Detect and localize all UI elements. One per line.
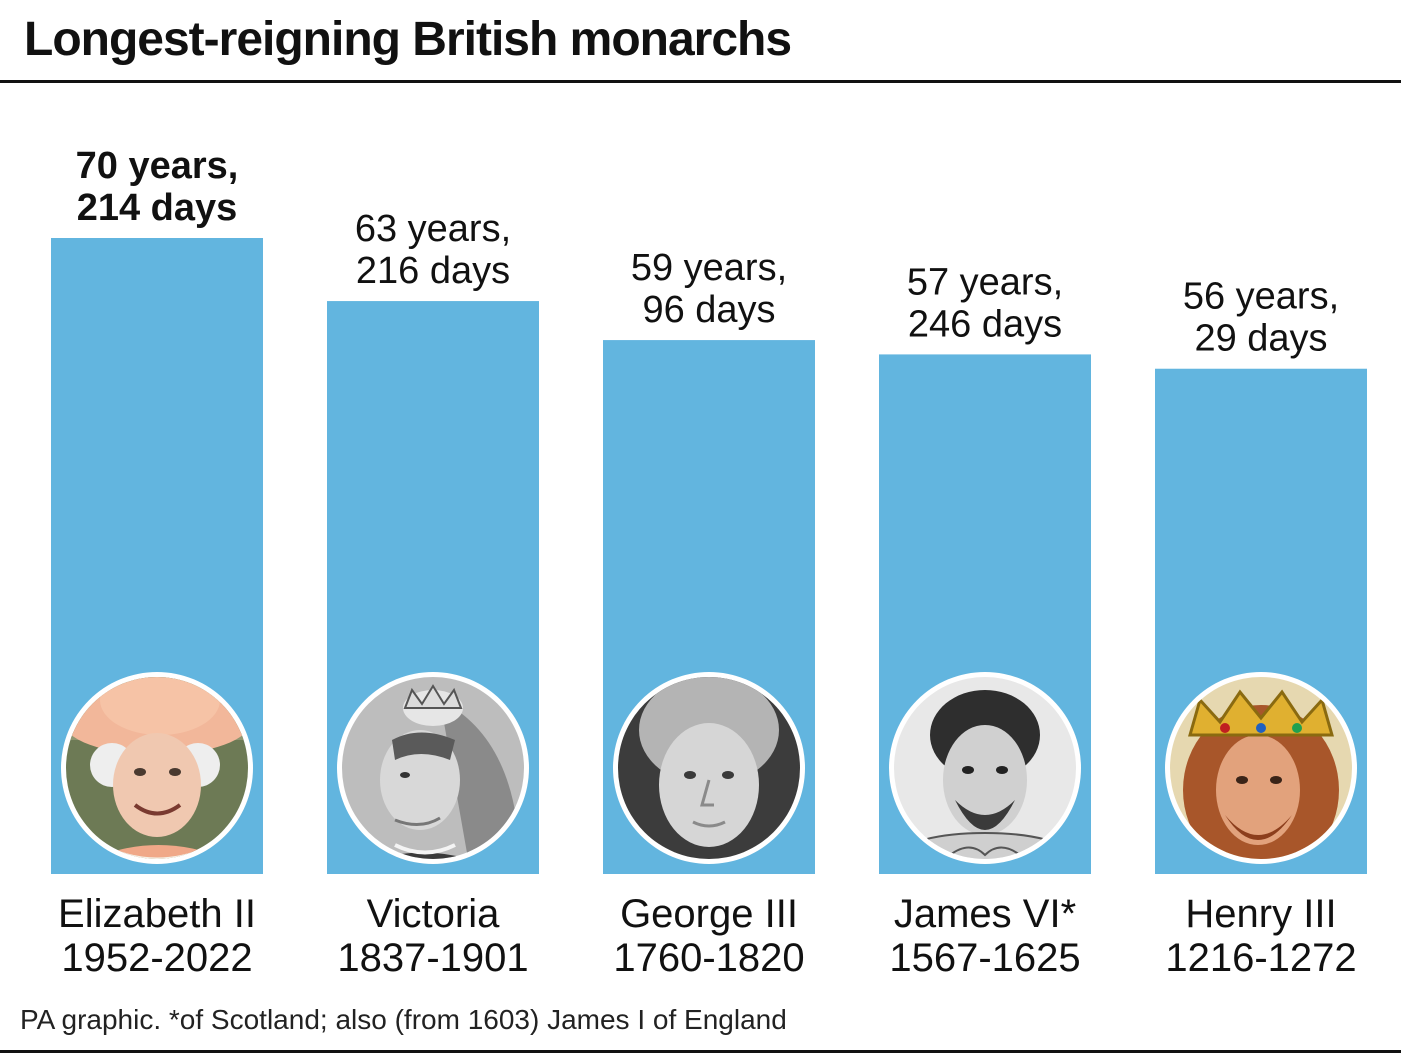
title-divider (0, 80, 1401, 83)
footnote: PA graphic. *of Scotland; also (from 160… (20, 1004, 787, 1035)
reign-period-label-4: 1216-1272 (1165, 936, 1356, 980)
bar-value-label-3: 57 years, 246 days (907, 261, 1063, 345)
bar-value-label-4: 56 years, 29 days (1183, 276, 1339, 360)
bar-value-label-1: 63 years, 216 days (355, 208, 511, 292)
victoria-portrait-icon (337, 672, 529, 864)
reign-period-label-2: 1760-1820 (613, 936, 804, 980)
reign-period-label-0: 1952-2022 (61, 936, 252, 980)
james-vi-portrait-icon (889, 672, 1081, 864)
category-label-3: James VI* (894, 892, 1076, 936)
bar-value-label-2: 59 years, 96 days (631, 247, 787, 331)
reign-period-label-3: 1567-1625 (889, 936, 1080, 980)
elizabeth-ii-portrait-icon (61, 672, 253, 864)
category-label-2: George III (620, 892, 798, 936)
bar-value-label-0: 70 years, 214 days (76, 145, 239, 229)
category-label-4: Henry III (1185, 892, 1336, 936)
chart-title: Longest-reigning British monarchs (24, 13, 792, 66)
henry-iii-portrait-icon (1165, 672, 1357, 864)
reign-period-label-1: 1837-1901 (337, 936, 528, 980)
category-label-1: Victoria (367, 892, 500, 936)
bottom-divider (0, 1050, 1401, 1053)
category-label-0: Elizabeth II (58, 892, 256, 936)
george-iii-portrait-icon (613, 672, 805, 864)
